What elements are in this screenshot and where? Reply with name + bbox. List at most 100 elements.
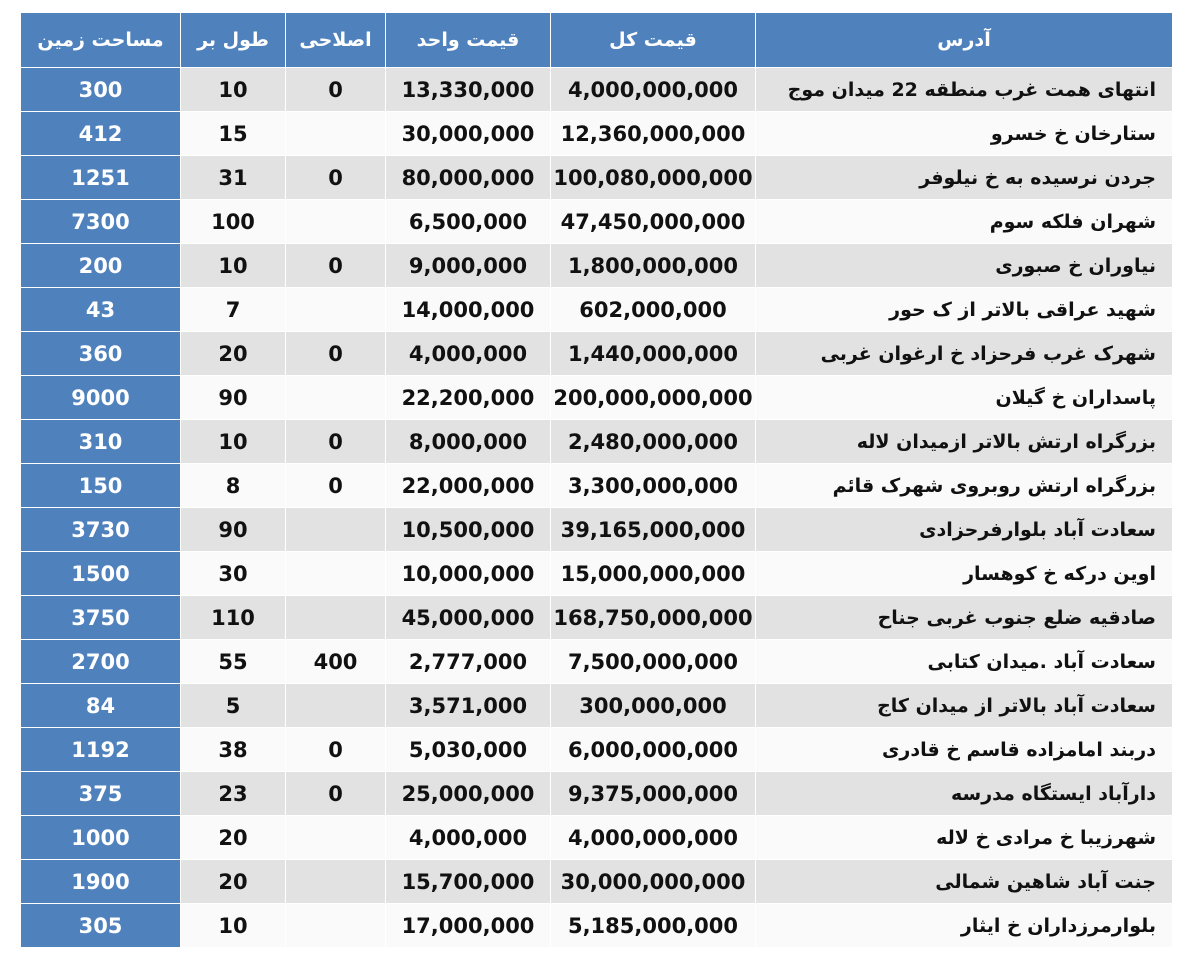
- area-cell: 3750: [20, 595, 181, 640]
- table-row: جنت آباد شاهین شمالی 30,000,000,000 15,700…: [20, 859, 1173, 904]
- total-price-cell: 300,000,000: [550, 683, 756, 728]
- adjustment-cell: 0: [285, 419, 386, 464]
- table-body: انتهای همت غرب منطقه 22 میدان موج 4,000,0…: [20, 67, 1173, 948]
- unit-price-cell: 80,000,000: [385, 155, 551, 200]
- unit-price-cell: 4,000,000: [385, 815, 551, 860]
- adjustment-cell: [285, 287, 386, 332]
- unit-price-cell: 45,000,000: [385, 595, 551, 640]
- frontage-cell: 10: [180, 903, 286, 948]
- table-row: صادقیه ضلع جنوب غربی جناح 168,750,000,000…: [20, 595, 1173, 640]
- address-cell: جردن نرسیده به خ نیلوفر: [755, 155, 1173, 200]
- address-cell: بلوارمرزداران خ ایثار: [755, 903, 1173, 948]
- area-cell: 1192: [20, 727, 181, 772]
- unit-price-cell: 17,000,000: [385, 903, 551, 948]
- adjustment-cell: [285, 595, 386, 640]
- column-header: آدرس: [755, 12, 1173, 68]
- total-price-cell: 200,000,000,000: [550, 375, 756, 420]
- total-price-cell: 100,080,000,000: [550, 155, 756, 200]
- frontage-cell: 90: [180, 507, 286, 552]
- frontage-cell: 110: [180, 595, 286, 640]
- unit-price-cell: 6,500,000: [385, 199, 551, 244]
- unit-price-cell: 13,330,000: [385, 67, 551, 112]
- address-cell: اوین درکه خ کوهسار: [755, 551, 1173, 596]
- adjustment-cell: 0: [285, 331, 386, 376]
- address-cell: سعادت آباد .میدان کتابی: [755, 639, 1173, 684]
- column-header: طول بر: [180, 12, 286, 68]
- frontage-cell: 20: [180, 331, 286, 376]
- unit-price-cell: 25,000,000: [385, 771, 551, 816]
- table-row: بلوارمرزداران خ ایثار 5,185,000,000 17,000…: [20, 903, 1173, 948]
- adjustment-cell: [285, 111, 386, 156]
- adjustment-cell: [285, 903, 386, 948]
- total-price-cell: 7,500,000,000: [550, 639, 756, 684]
- unit-price-cell: 4,000,000: [385, 331, 551, 376]
- column-header: اصلاحی: [285, 12, 386, 68]
- adjustment-cell: 0: [285, 155, 386, 200]
- area-cell: 200: [20, 243, 181, 288]
- area-cell: 1500: [20, 551, 181, 596]
- adjustment-cell: [285, 859, 386, 904]
- address-cell: شهران فلکه سوم: [755, 199, 1173, 244]
- address-cell: شهرزیبا خ مرادی خ لاله: [755, 815, 1173, 860]
- address-cell: صادقیه ضلع جنوب غربی جناح: [755, 595, 1173, 640]
- address-cell: دربند امامزاده قاسم خ قادری: [755, 727, 1173, 772]
- table-row: اوین درکه خ کوهسار 15,000,000,000 10,000,0…: [20, 551, 1173, 596]
- total-price-cell: 39,165,000,000: [550, 507, 756, 552]
- table-row: سعادت آباد .میدان کتابی 7,500,000,000 2,77…: [20, 639, 1173, 684]
- unit-price-cell: 15,700,000: [385, 859, 551, 904]
- address-cell: ستارخان خ خسرو: [755, 111, 1173, 156]
- address-cell: شهرک غرب فرحزاد خ ارغوان غربی: [755, 331, 1173, 376]
- table-row: شهید عراقی بالاتر از ک حور 602,000,000 14,…: [20, 287, 1173, 332]
- address-cell: بزرگراه ارتش روبروی شهرک قائم: [755, 463, 1173, 508]
- price-table: آدرس قیمت کل قیمت واحد اصلاحی طول بر مساحت زم…: [20, 12, 1173, 948]
- frontage-cell: 90: [180, 375, 286, 420]
- area-cell: 7300: [20, 199, 181, 244]
- table-row: انتهای همت غرب منطقه 22 میدان موج 4,000,0…: [20, 67, 1173, 112]
- adjustment-cell: [285, 551, 386, 596]
- total-price-cell: 4,000,000,000: [550, 67, 756, 112]
- area-cell: 3730: [20, 507, 181, 552]
- unit-price-cell: 3,571,000: [385, 683, 551, 728]
- total-price-cell: 9,375,000,000: [550, 771, 756, 816]
- column-header: قیمت واحد: [385, 12, 551, 68]
- total-price-cell: 5,185,000,000: [550, 903, 756, 948]
- adjustment-cell: 0: [285, 243, 386, 288]
- address-cell: بزرگراه ارتش بالاتر ازمیدان لاله: [755, 419, 1173, 464]
- total-price-cell: 47,450,000,000: [550, 199, 756, 244]
- total-price-cell: 12,360,000,000: [550, 111, 756, 156]
- adjustment-cell: 0: [285, 771, 386, 816]
- frontage-cell: 20: [180, 815, 286, 860]
- address-cell: جنت آباد شاهین شمالی: [755, 859, 1173, 904]
- unit-price-cell: 10,500,000: [385, 507, 551, 552]
- total-price-cell: 4,000,000,000: [550, 815, 756, 860]
- adjustment-cell: [285, 199, 386, 244]
- header-row: آدرس قیمت کل قیمت واحد اصلاحی طول بر مساحت زم…: [20, 12, 1173, 68]
- total-price-cell: 1,800,000,000: [550, 243, 756, 288]
- frontage-cell: 30: [180, 551, 286, 596]
- table-row: سعادت آباد بالاتر از میدان کاج 300,000,00…: [20, 683, 1173, 728]
- total-price-cell: 15,000,000,000: [550, 551, 756, 596]
- total-price-cell: 3,300,000,000: [550, 463, 756, 508]
- frontage-cell: 20: [180, 859, 286, 904]
- table-row: ستارخان خ خسرو 12,360,000,000 30,000,000 15…: [20, 111, 1173, 156]
- area-cell: 1900: [20, 859, 181, 904]
- adjustment-cell: 0: [285, 67, 386, 112]
- frontage-cell: 38: [180, 727, 286, 772]
- table-row: شهران فلکه سوم 47,450,000,000 6,500,000 100…: [20, 199, 1173, 244]
- adjustment-cell: 0: [285, 463, 386, 508]
- address-cell: دارآباد ایستگاه مدرسه: [755, 771, 1173, 816]
- table-row: شهرک غرب فرحزاد خ ارغوان غربی 1,440,000,0…: [20, 331, 1173, 376]
- area-cell: 9000: [20, 375, 181, 420]
- total-price-cell: 1,440,000,000: [550, 331, 756, 376]
- unit-price-cell: 30,000,000: [385, 111, 551, 156]
- unit-price-cell: 2,777,000: [385, 639, 551, 684]
- table-row: دارآباد ایستگاه مدرسه 9,375,000,000 25,000…: [20, 771, 1173, 816]
- frontage-cell: 100: [180, 199, 286, 244]
- table-row: سعادت آباد بلوارفرحزادی 39,165,000,000 10,…: [20, 507, 1173, 552]
- area-cell: 305: [20, 903, 181, 948]
- total-price-cell: 30,000,000,000: [550, 859, 756, 904]
- table-row: پاسداران خ گیلان 200,000,000,000 22,200,00…: [20, 375, 1173, 420]
- area-cell: 310: [20, 419, 181, 464]
- area-cell: 1000: [20, 815, 181, 860]
